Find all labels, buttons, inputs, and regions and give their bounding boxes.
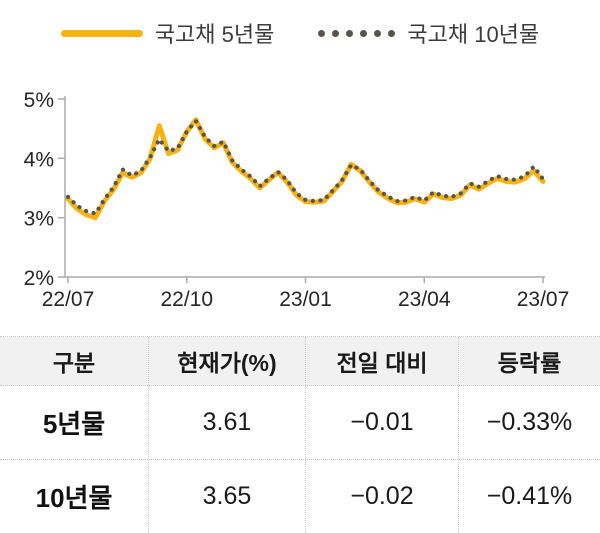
header-cell-pct: 등락률	[497, 350, 562, 376]
x-axis-tick-label: 23/07	[517, 288, 570, 311]
change-percent-10yr: −0.41%	[486, 482, 573, 510]
header-cell-change: 전일 대비	[306, 337, 459, 385]
x-axis-tick-label: 23/01	[279, 288, 332, 311]
table-row-10yr: 10년물 3.65 −0.02 −0.41%	[0, 460, 600, 533]
current-value-10yr: 3.65	[149, 460, 306, 533]
legend-dot	[388, 29, 396, 37]
bond-yield-chart: 5% 4% 3% 2%22/07 22/10 23/01 23/04 23/07	[24, 89, 570, 311]
y-axis-tick-label: 4%	[24, 148, 54, 171]
y-axis-tick-label: 3%	[24, 208, 54, 231]
series-line-10yr	[65, 118, 546, 216]
legend-dot	[360, 29, 368, 37]
bond-table: 구분 현재가(%) 전일 대비 등락률 5년물 3.61 −0.01 −0.33…	[0, 336, 600, 533]
x-axis-tick-label: 23/04	[398, 288, 451, 311]
legend-item-10yr: 국고채 10년물	[318, 17, 539, 49]
daily-change-10yr: −0.02	[306, 460, 459, 533]
legend-label-10yr: 국고채 10년물	[407, 22, 540, 47]
row-label-10yr: 10년물	[0, 460, 149, 533]
y-axis-tick-label: 2%	[24, 267, 54, 290]
dotted-line-marker-icon	[318, 29, 396, 37]
change-percent-5yr: −0.33%	[486, 408, 573, 436]
header-cell-category: 구분	[0, 337, 149, 385]
legend-label-5yr: 국고채 5년물	[154, 22, 275, 47]
legend-dot	[374, 29, 382, 37]
legend-dot	[346, 29, 354, 37]
x-axis-tick-label: 22/07	[42, 288, 95, 311]
legend-dot	[332, 29, 340, 37]
y-axis-tick-label: 5%	[24, 89, 54, 112]
row-label-5yr: 5년물	[0, 386, 149, 459]
daily-change-5yr: −0.01	[306, 386, 459, 459]
chart-area: 5% 4% 3% 2% 22/07 22/10 23/01 23/04 23/07	[0, 68, 600, 334]
current-value-5yr: 3.61	[149, 386, 306, 459]
legend-item-5yr: 국고채 5년물	[60, 17, 275, 49]
chart-legend: 국고채 5년물 국고채 10년물	[0, 16, 600, 50]
header-cell-current: 현재가(%)	[149, 337, 306, 385]
solid-line-marker-icon	[60, 29, 143, 37]
legend-dot	[318, 29, 326, 37]
table-header-row: 구분 현재가(%) 전일 대비 등락률	[0, 337, 600, 386]
series-line-5yr	[65, 117, 546, 221]
x-axis-tick-label: 22/10	[160, 288, 213, 311]
table-row-5yr: 5년물 3.61 −0.01 −0.33%	[0, 386, 600, 460]
